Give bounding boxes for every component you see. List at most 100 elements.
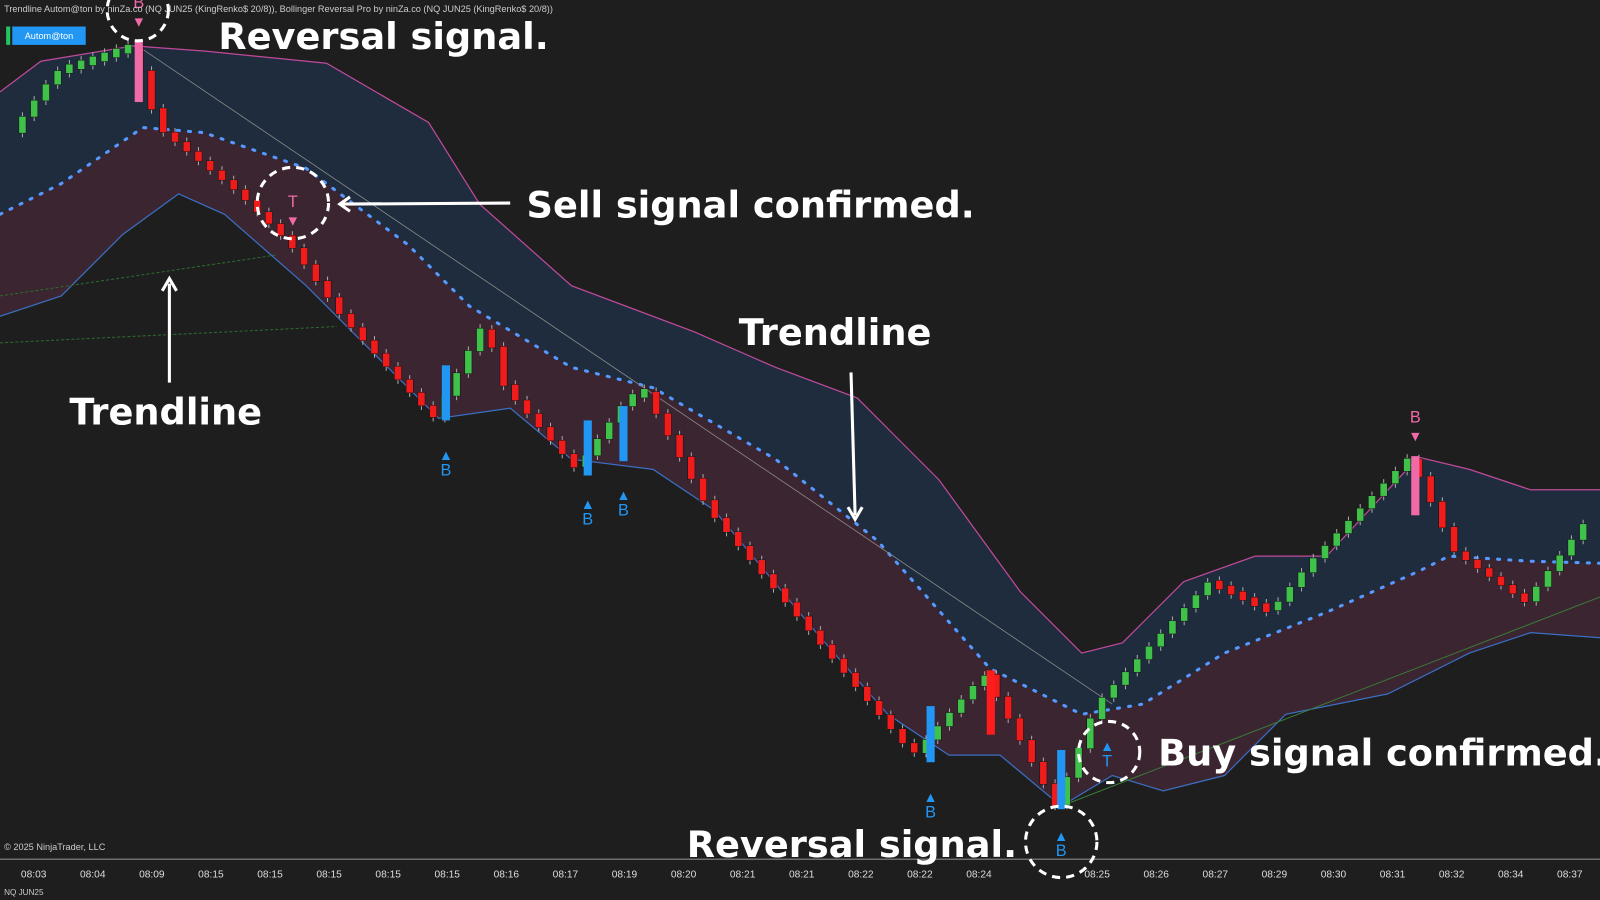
signal-circle — [1077, 719, 1142, 785]
time-tick-label: 08:15 — [375, 870, 401, 881]
signal-candle — [134, 40, 143, 103]
button-accent — [6, 26, 11, 45]
candle — [182, 141, 191, 152]
candle — [1321, 545, 1329, 559]
candle — [1203, 581, 1212, 596]
time-tick-label: 08:32 — [1439, 870, 1465, 881]
candle — [1356, 507, 1365, 522]
signal-label: T — [288, 193, 298, 211]
time-tick-label: 08:22 — [848, 870, 874, 881]
candle — [710, 499, 719, 519]
signal-arrow: ▲ — [1100, 739, 1114, 755]
signal-candle — [1411, 456, 1420, 516]
candle — [323, 280, 332, 299]
time-tick-label: 08:20 — [671, 870, 697, 881]
candle — [311, 263, 320, 282]
autom-button[interactable] — [12, 26, 86, 45]
candle — [898, 728, 907, 744]
autom-button-label[interactable]: Autom@ton — [25, 31, 74, 41]
candle — [1520, 592, 1529, 603]
candle — [1016, 717, 1024, 741]
candle — [523, 399, 531, 415]
candle — [1239, 591, 1247, 601]
plot: B▼T▼B▲B▲ B▲B▲B▲T▲B▼ — [0, 0, 1600, 860]
signal-circle — [105, 0, 170, 43]
signal-label: B — [133, 0, 144, 12]
candle — [1426, 475, 1435, 503]
annotation: Trendline — [69, 390, 262, 433]
annotation: Reversal signal. — [687, 823, 1017, 866]
candle — [417, 392, 426, 407]
candle — [1344, 520, 1353, 534]
candle — [1450, 526, 1458, 553]
candle — [1497, 576, 1505, 586]
mid-band — [0, 125, 1600, 716]
signal-candle — [926, 706, 935, 763]
time-tick-label: 08:19 — [612, 870, 638, 881]
candle — [53, 70, 62, 86]
candle — [1368, 495, 1376, 509]
time-tick-label: 08:17 — [553, 870, 579, 881]
annotations: Reversal signal. Sell signal confirmed. … — [69, 0, 1600, 880]
candle — [229, 179, 238, 190]
candle — [1391, 470, 1400, 485]
signal-circle — [1023, 804, 1099, 880]
signal-arrow: ▼ — [132, 15, 146, 31]
signal-arrow: ▲ — [924, 790, 938, 806]
candle — [1403, 458, 1411, 472]
candle — [1485, 567, 1494, 578]
signal-candle — [1057, 750, 1066, 810]
signal-label: B — [1056, 842, 1067, 860]
candle — [804, 615, 813, 632]
annotation: Trendline — [739, 311, 932, 354]
candle — [382, 352, 391, 368]
candle — [863, 686, 872, 702]
time-tick-label: 08:21 — [789, 870, 815, 881]
time-tick-label: 08:21 — [730, 870, 756, 881]
signal-circle — [255, 165, 331, 241]
time-tick-label: 08:30 — [1321, 870, 1347, 881]
candle — [816, 629, 825, 646]
candle — [1086, 717, 1095, 749]
arrow-head — [160, 275, 178, 292]
candle — [640, 388, 649, 399]
candle — [534, 413, 543, 428]
candle — [89, 56, 97, 66]
candle — [1532, 586, 1541, 602]
time-tick-label: 08:26 — [1143, 870, 1169, 881]
signal-label: B — [440, 462, 451, 480]
candle — [1121, 671, 1130, 686]
signal-arrow: ▼ — [286, 214, 300, 230]
candle — [1098, 697, 1106, 720]
time-tick-label: 08:15 — [257, 870, 283, 881]
candle — [1180, 607, 1189, 622]
candle — [910, 742, 919, 754]
candle — [1379, 482, 1388, 497]
candle — [405, 378, 414, 394]
time-tick-label: 08:37 — [1557, 870, 1583, 881]
signal-arrow: ▲ — [616, 488, 630, 504]
candle — [18, 116, 27, 134]
trendline — [0, 254, 276, 297]
candle — [734, 531, 743, 547]
candle — [546, 426, 555, 442]
lower-band-fill — [0, 127, 1600, 807]
candle — [499, 346, 508, 387]
candle — [1297, 571, 1306, 588]
candle — [969, 685, 977, 700]
candle — [1438, 501, 1447, 529]
time-tick-label: 08:24 — [966, 870, 992, 881]
candle — [1156, 633, 1165, 648]
candle — [1074, 747, 1083, 779]
candle — [628, 393, 637, 407]
candle — [370, 339, 379, 354]
candle — [1332, 532, 1341, 547]
candle — [511, 384, 520, 401]
candle — [570, 453, 578, 468]
candle — [793, 601, 801, 617]
candle — [347, 313, 355, 328]
candle — [1027, 739, 1036, 763]
arrow — [341, 201, 511, 206]
time-tick-label: 08:34 — [1498, 870, 1524, 881]
